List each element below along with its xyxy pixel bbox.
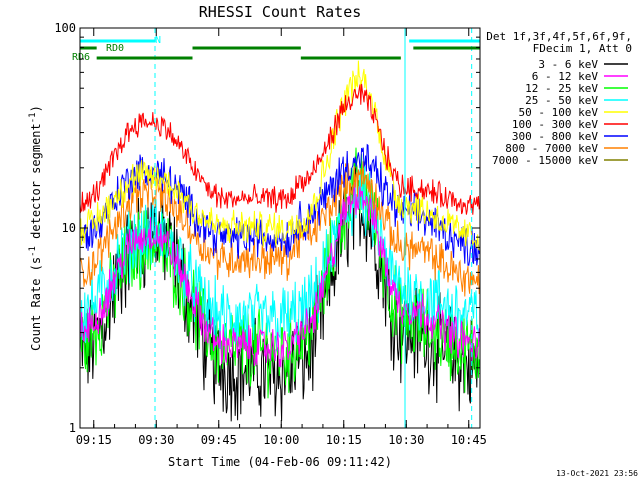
- flag-label-rd0: RD0: [106, 43, 124, 54]
- x-tick-label: 09:30: [138, 433, 174, 447]
- x-tick-label: 09:15: [76, 433, 112, 447]
- x-tick-label: 10:15: [326, 433, 362, 447]
- legend-entry-label: 800 - 7000 keV: [505, 142, 598, 155]
- legend-entry-label: 50 - 100 keV: [519, 106, 599, 119]
- flag-label-rd6: RD6: [72, 52, 90, 63]
- x-tick-label: 10:45: [451, 433, 487, 447]
- legend-entry-label: 7000 - 15000 keV: [492, 154, 598, 167]
- x-tick-label: 10:30: [388, 433, 424, 447]
- legend-entry-label: 3 - 6 keV: [538, 58, 598, 71]
- series-line-7: [79, 161, 480, 297]
- y-tick-label: 10: [62, 221, 76, 235]
- y-axis-label-sup1: -1: [28, 246, 38, 257]
- y-axis-label: Count Rate (s-1 detector segment-1): [28, 105, 43, 351]
- flag-label-n: N: [155, 35, 161, 46]
- series-line-5: [79, 83, 480, 215]
- series-line-4: [79, 60, 480, 251]
- legend-header-line1: Det 1f,3f,4f,5f,6f,9f,: [486, 30, 632, 43]
- y-axis-label-start: Count Rate (s: [29, 257, 43, 351]
- x-axis-label: Start Time (04-Feb-06 09:11:42): [168, 455, 392, 469]
- x-tick-label: 10:00: [263, 433, 299, 447]
- legend-entry-label: 12 - 25 keV: [525, 82, 598, 95]
- y-axis-label-sup2: -1: [28, 112, 38, 123]
- x-axis: 09:15 09:30 09:45 10:00 10:15 10:30 10:45: [76, 28, 487, 447]
- y-axis: 100 10 1: [54, 21, 480, 435]
- series-line-1: [79, 181, 480, 368]
- legend-entry-label: 300 - 800 keV: [512, 130, 598, 143]
- y-tick-label: 100: [54, 21, 76, 35]
- flag-bars-layer: N RD0 RD6: [72, 35, 480, 63]
- y-axis-label-end: ): [29, 105, 43, 112]
- svg-text:Count Rate (s-1 detector segme: Count Rate (s-1 detector segment-1): [28, 105, 43, 351]
- y-tick-label: 1: [69, 421, 76, 435]
- x-tick-label: 09:45: [201, 433, 237, 447]
- legend-header-line2: FDecim 1, Att 0: [533, 42, 632, 55]
- legend-entry-label: 25 - 50 keV: [525, 94, 598, 107]
- legend-entry-label: 100 - 300 keV: [512, 118, 598, 131]
- series-layer: [79, 60, 480, 422]
- y-axis-label-mid: detector segment: [29, 123, 43, 246]
- timestamp: 13-Oct-2021 23:56: [556, 469, 638, 478]
- series-line-3: [79, 166, 480, 352]
- chart-title: RHESSI Count Rates: [199, 3, 362, 21]
- legend-entry-label: 6 - 12 keV: [532, 70, 599, 83]
